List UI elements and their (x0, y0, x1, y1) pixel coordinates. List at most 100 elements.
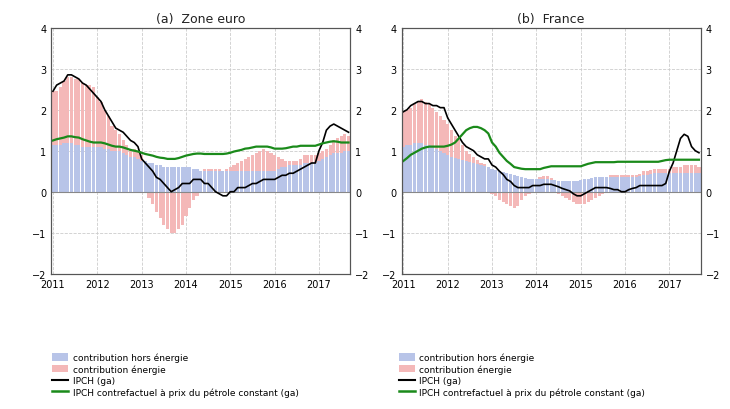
Bar (509, 192, 512, 207)
Bar (122, 141, 125, 153)
Bar (299, 166, 302, 192)
Bar (107, 117, 110, 149)
Bar (314, 155, 317, 164)
Bar (598, 192, 601, 196)
Bar (240, 162, 243, 172)
Bar (461, 160, 464, 192)
Bar (498, 192, 501, 200)
Bar (664, 170, 667, 174)
Title: (a)  Zone euro: (a) Zone euro (156, 13, 245, 26)
Bar (424, 145, 427, 192)
Bar (247, 157, 250, 172)
Bar (575, 192, 579, 204)
Bar (675, 174, 678, 192)
Bar (244, 172, 247, 192)
Bar (527, 192, 531, 194)
Bar (173, 168, 177, 192)
Legend: contribution hors énergie, contribution énergie, IPCH (ga), IPCH contrefactuel à: contribution hors énergie, contribution … (48, 349, 302, 400)
Title: (b)  France: (b) France (518, 13, 585, 26)
Bar (457, 160, 461, 192)
Bar (483, 165, 486, 167)
Bar (564, 181, 567, 192)
Bar (690, 166, 693, 174)
Bar (686, 166, 689, 174)
Bar (299, 160, 302, 166)
Bar (137, 151, 139, 160)
Bar (122, 153, 125, 192)
Bar (177, 192, 180, 229)
Bar (609, 176, 612, 178)
Bar (657, 174, 660, 192)
Bar (185, 168, 188, 192)
Bar (262, 172, 265, 192)
Bar (616, 176, 619, 178)
Bar (583, 192, 586, 204)
Bar (516, 192, 520, 207)
Bar (616, 178, 619, 192)
Bar (527, 179, 531, 192)
Bar (144, 162, 147, 192)
Bar (236, 172, 239, 192)
Bar (247, 172, 250, 192)
Bar (321, 151, 324, 160)
Bar (284, 162, 288, 168)
Bar (410, 108, 412, 145)
Bar (453, 136, 457, 159)
Bar (583, 180, 586, 192)
Bar (196, 192, 199, 196)
Bar (314, 164, 317, 192)
Bar (51, 92, 55, 145)
Bar (561, 192, 564, 196)
Bar (92, 147, 95, 192)
Bar (428, 104, 431, 145)
Bar (181, 192, 184, 225)
Bar (512, 176, 516, 192)
Bar (225, 170, 228, 172)
Bar (181, 168, 184, 192)
Bar (505, 192, 508, 204)
Bar (446, 125, 449, 155)
Bar (594, 178, 597, 192)
Bar (542, 177, 545, 180)
Bar (339, 153, 342, 192)
Bar (650, 171, 653, 175)
Bar (605, 178, 608, 192)
Bar (602, 178, 604, 192)
Bar (568, 192, 571, 200)
Bar (269, 172, 272, 192)
Bar (258, 151, 261, 172)
Bar (332, 153, 335, 192)
Bar (546, 177, 549, 180)
Bar (450, 131, 453, 157)
Bar (96, 147, 99, 192)
Bar (166, 168, 169, 192)
Bar (232, 172, 236, 192)
Bar (480, 166, 483, 192)
Bar (228, 172, 232, 192)
Bar (523, 192, 527, 196)
Bar (318, 153, 320, 162)
Bar (494, 171, 497, 192)
Bar (435, 112, 438, 149)
Bar (697, 168, 701, 174)
Bar (85, 86, 88, 147)
Bar (439, 151, 442, 192)
Bar (114, 131, 118, 151)
Bar (295, 166, 299, 192)
Bar (103, 149, 107, 192)
Bar (133, 157, 136, 192)
Bar (218, 170, 220, 172)
Bar (255, 172, 258, 192)
Bar (435, 149, 438, 192)
Bar (679, 168, 682, 174)
Bar (140, 162, 143, 192)
Bar (59, 145, 62, 192)
Bar (262, 149, 265, 172)
Bar (147, 164, 150, 192)
Bar (546, 180, 549, 192)
Bar (192, 192, 195, 200)
Bar (133, 149, 136, 157)
Bar (476, 160, 479, 164)
Bar (424, 102, 427, 145)
Bar (343, 151, 347, 192)
